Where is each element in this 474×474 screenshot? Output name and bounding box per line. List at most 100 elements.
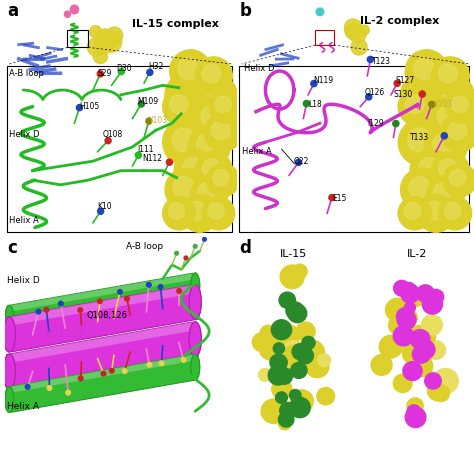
Circle shape: [173, 82, 194, 103]
Circle shape: [175, 251, 179, 255]
Circle shape: [306, 355, 329, 378]
Circle shape: [329, 194, 335, 201]
Circle shape: [182, 157, 203, 179]
Text: d: d: [239, 239, 251, 257]
Text: c: c: [7, 239, 17, 257]
Circle shape: [188, 69, 211, 92]
Circle shape: [215, 96, 231, 113]
Text: H32: H32: [149, 62, 164, 71]
Circle shape: [258, 369, 272, 381]
Polygon shape: [6, 322, 198, 389]
Circle shape: [419, 91, 425, 97]
Circle shape: [291, 363, 307, 378]
Text: L18: L18: [308, 100, 322, 109]
Circle shape: [408, 334, 432, 357]
Circle shape: [44, 308, 49, 312]
Circle shape: [345, 19, 362, 36]
Circle shape: [412, 346, 430, 363]
Circle shape: [147, 69, 153, 75]
Circle shape: [407, 398, 423, 414]
Ellipse shape: [191, 273, 200, 299]
Circle shape: [252, 333, 272, 352]
Ellipse shape: [5, 306, 14, 331]
Circle shape: [147, 363, 152, 367]
Circle shape: [59, 301, 63, 306]
Circle shape: [401, 168, 443, 211]
Circle shape: [209, 90, 242, 123]
Circle shape: [416, 349, 432, 364]
Circle shape: [177, 289, 182, 293]
Polygon shape: [7, 273, 194, 312]
Circle shape: [441, 133, 447, 139]
Circle shape: [292, 344, 309, 360]
Text: D30: D30: [116, 64, 132, 73]
Circle shape: [172, 128, 195, 152]
Polygon shape: [6, 285, 194, 326]
Circle shape: [278, 360, 294, 376]
Circle shape: [188, 126, 230, 168]
Circle shape: [394, 80, 400, 86]
Text: A-B loop: A-B loop: [9, 69, 44, 78]
Circle shape: [428, 382, 447, 401]
Circle shape: [303, 100, 310, 107]
Circle shape: [303, 342, 324, 363]
Circle shape: [294, 351, 307, 364]
Circle shape: [291, 304, 303, 316]
Circle shape: [64, 11, 71, 18]
Circle shape: [282, 341, 305, 364]
Circle shape: [286, 345, 310, 368]
Circle shape: [346, 24, 362, 40]
Bar: [67, 30, 88, 47]
Circle shape: [165, 73, 207, 116]
Circle shape: [285, 329, 299, 343]
Circle shape: [213, 170, 229, 186]
Circle shape: [158, 284, 163, 289]
Circle shape: [416, 340, 435, 359]
Circle shape: [434, 182, 453, 201]
Circle shape: [422, 294, 442, 314]
Circle shape: [365, 94, 372, 100]
Circle shape: [159, 361, 164, 365]
Bar: [7, 66, 232, 232]
Circle shape: [408, 345, 429, 365]
Circle shape: [424, 201, 443, 220]
Circle shape: [424, 126, 467, 168]
Circle shape: [427, 175, 465, 213]
Circle shape: [284, 334, 299, 348]
Circle shape: [78, 376, 83, 381]
Text: Q126: Q126: [365, 88, 385, 97]
Circle shape: [407, 405, 421, 419]
Circle shape: [409, 82, 430, 103]
Circle shape: [379, 336, 402, 358]
Text: I111,129: I111,129: [46, 330, 83, 339]
Circle shape: [184, 256, 188, 260]
Text: Q108,126: Q108,126: [86, 311, 127, 320]
Text: Q22: Q22: [294, 156, 309, 165]
Circle shape: [296, 322, 315, 341]
Text: IL-2 complex: IL-2 complex: [360, 16, 439, 27]
Circle shape: [278, 412, 294, 427]
Circle shape: [409, 334, 428, 353]
Circle shape: [406, 284, 418, 296]
Circle shape: [409, 346, 427, 363]
Circle shape: [299, 340, 324, 365]
Circle shape: [429, 97, 472, 140]
Circle shape: [428, 101, 435, 108]
Circle shape: [173, 177, 194, 198]
Circle shape: [125, 296, 129, 301]
Circle shape: [96, 29, 113, 46]
Circle shape: [405, 95, 424, 114]
Circle shape: [421, 329, 436, 344]
Circle shape: [93, 49, 108, 64]
Circle shape: [417, 285, 434, 302]
Text: Helix D: Helix D: [9, 130, 40, 139]
Circle shape: [318, 354, 330, 366]
Circle shape: [273, 343, 284, 354]
Circle shape: [276, 336, 301, 359]
Circle shape: [449, 170, 465, 186]
Circle shape: [290, 345, 304, 358]
Circle shape: [371, 355, 392, 375]
Text: Helix D: Helix D: [244, 64, 274, 73]
Circle shape: [271, 320, 292, 340]
Circle shape: [437, 106, 459, 127]
